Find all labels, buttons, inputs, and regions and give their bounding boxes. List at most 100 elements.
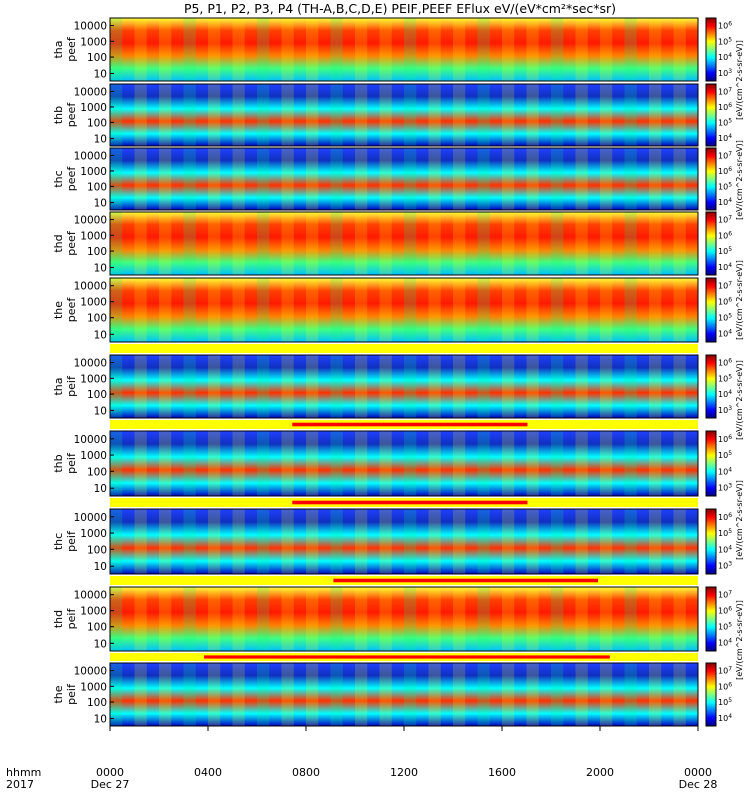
colorbar-tick-label: 106	[718, 606, 732, 616]
y-tick-label: 10	[94, 329, 107, 341]
spectrogram-image	[110, 84, 698, 146]
colorbar-tick-label: 106	[718, 230, 732, 240]
panel-frame	[109, 354, 699, 419]
spectrogram-stripe	[306, 355, 319, 418]
spectrogram-stripe	[600, 212, 613, 275]
y-tick-label: 10000	[74, 281, 107, 293]
y-tick-label: 100	[87, 52, 107, 64]
spectrogram-stripe	[624, 212, 637, 275]
spectrogram-stripe	[257, 431, 270, 496]
spectrogram-stripe	[183, 84, 196, 146]
spectrogram-stripe	[330, 587, 343, 651]
spectrogram-stripe	[404, 509, 417, 574]
y-tick-label: 1000	[80, 681, 107, 693]
colorbar-unit-label: [eV/(cm^2-s-sr-eV)]	[735, 40, 744, 120]
spectrogram-image	[110, 18, 698, 81]
y-tick-label: 10000	[74, 358, 107, 370]
spectrogram-stripe	[477, 18, 490, 81]
spectrogram-stripe	[673, 355, 686, 418]
spectrogram-stripe	[355, 663, 368, 726]
spectrogram-stripe	[404, 431, 417, 496]
spectrogram-stripe	[502, 148, 515, 210]
spectrogram-stripe	[624, 509, 637, 574]
colorbar-unit-label: [eV/(cm^2-s-sr-eV)]	[735, 260, 744, 340]
spectrogram-stripe	[649, 84, 662, 146]
spectrogram-stripe	[159, 18, 172, 81]
spectrogram-stripe	[502, 212, 515, 275]
spectrogram-stripe	[428, 355, 441, 418]
spectrogram-stripe	[526, 355, 539, 418]
y-tick-label: 10	[94, 68, 107, 80]
panel-probe-label: thd	[52, 234, 65, 252]
colorbar-tick-label: 103	[718, 68, 732, 78]
spectrogram-stripe	[649, 148, 662, 210]
spectrogram-stripe	[232, 212, 245, 275]
y-tick-label: 10	[94, 483, 107, 495]
spectrogram-stripe	[379, 212, 392, 275]
spectrogram-stripe	[404, 84, 417, 146]
y-tick-label: 100	[87, 117, 107, 129]
spectrogram-stripe	[526, 509, 539, 574]
spectrogram-stripe	[379, 355, 392, 418]
x-tick-label: 0400	[194, 766, 222, 779]
mode-bars-group	[110, 344, 698, 661]
panel-frame	[109, 17, 699, 82]
spectrogram-stripe	[257, 663, 270, 726]
spectrogram-stripe	[477, 587, 490, 651]
spectrogram-stripe	[208, 148, 221, 210]
spectrogram-stripe	[281, 509, 294, 574]
spectrogram-stripe	[624, 84, 637, 146]
spectrogram-stripe	[404, 663, 417, 726]
colorbar-tick-label: 104	[718, 638, 732, 648]
y-tick-label: 10000	[74, 590, 107, 602]
colorbar-tick-label: 104	[718, 466, 732, 476]
colorbar-tick-label: 105	[718, 528, 732, 538]
mode-bar-4	[110, 576, 698, 585]
spectrogram-stripe	[208, 278, 221, 342]
spectrogram-stripe	[502, 663, 515, 726]
spectrogram-stripe	[649, 663, 662, 726]
spectrogram-stripe	[649, 509, 662, 574]
spectrogram-stripe	[649, 18, 662, 81]
y-tick-label: 10	[94, 405, 107, 417]
spectrogram-stripe	[355, 509, 368, 574]
spectrogram-stripe	[208, 84, 221, 146]
x-tick-label: 1200	[390, 766, 418, 779]
colorbar-9: 107 106 105 104	[705, 586, 732, 652]
spectrogram-stripe	[526, 431, 539, 496]
colorbar-tick-label: 107	[718, 86, 732, 96]
colorbar-tick-label: 106	[718, 102, 732, 112]
colorbar-tick-label: 104	[718, 713, 732, 723]
spectrogram-stripe	[355, 212, 368, 275]
colorbar-scale	[705, 586, 717, 652]
spectrogram-stripe	[477, 431, 490, 496]
spectrogram-stripe	[575, 509, 588, 574]
spectrogram-stripe	[404, 278, 417, 342]
spectrogram-stripe	[379, 587, 392, 651]
spectrogram-stripe	[600, 431, 613, 496]
spectrogram-stripe	[551, 18, 564, 81]
colorbar-tick-label: 105	[718, 313, 732, 323]
spectrogram-stripe	[477, 663, 490, 726]
panel-probe-label: thc	[52, 533, 65, 550]
spectrogram-stripe	[600, 148, 613, 210]
spectrogram-stripe	[453, 84, 466, 146]
spectrogram-panel-2: 10000 1000 100 10 thb peef	[52, 83, 699, 147]
spectrogram-image	[110, 278, 698, 342]
colorbar-scale	[705, 147, 717, 211]
spectrogram-stripe	[208, 18, 221, 81]
panel-frame	[109, 83, 699, 147]
spectrogram-stripe	[404, 212, 417, 275]
spectrogram-stripe	[355, 355, 368, 418]
colorbar-tick-label: 104	[718, 262, 732, 272]
y-tick-label: 100	[87, 313, 107, 325]
spectrogram-stripe	[208, 355, 221, 418]
spectrogram-stripe	[330, 355, 343, 418]
spectrogram-stripe	[306, 84, 319, 146]
spectrogram-panel-9: 10000 1000 100 10 thd peif	[52, 586, 699, 652]
panel-product-label: peif	[65, 452, 78, 474]
spectrogram-stripe	[257, 587, 270, 651]
spectrogram-panel-6: 10000 1000 100 10 tha peif	[52, 354, 699, 419]
colorbar-scale	[705, 211, 717, 276]
spectrogram-stripe	[428, 509, 441, 574]
